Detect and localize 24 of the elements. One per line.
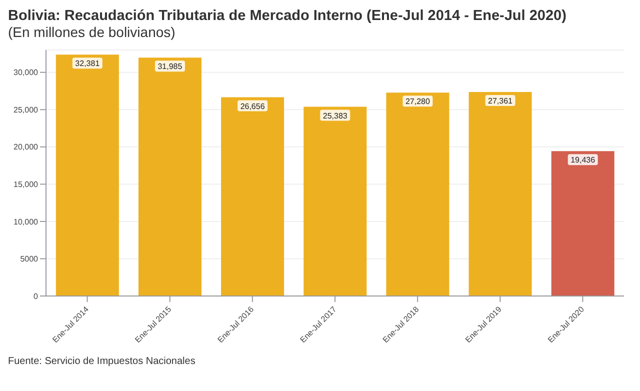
data-label: 32,381: [75, 59, 100, 68]
data-label: 31,985: [158, 62, 183, 72]
y-tick-label: 30,000: [14, 68, 39, 78]
data-label: 25,383: [322, 111, 348, 120]
data-label: 19,436: [570, 156, 596, 165]
data-label: 27,280: [405, 97, 430, 106]
bar: [138, 58, 202, 296]
bar: [386, 92, 450, 296]
bar: [221, 97, 284, 296]
y-tick-label: 10,000: [14, 217, 39, 226]
bar: [304, 106, 367, 296]
bar: [56, 54, 119, 296]
bar: [468, 92, 532, 296]
y-tick-label: 20,000: [14, 142, 39, 152]
source-note: Fuente: Servicio de Impuestos Nacionales: [8, 356, 196, 367]
y-tick-label: 5000: [20, 254, 39, 264]
chart-title: Bolivia: Recaudación Tributaria de Mercado Interno (Ene-Jul 2014 - Ene-Jul 2020): [8, 8, 568, 24]
y-tick-label: 15,000: [14, 180, 39, 190]
chart-subtitle: (En millones de bolivianos): [8, 24, 176, 40]
y-tick-label: 0: [34, 292, 39, 301]
y-tick-label: 25,000: [14, 105, 39, 114]
bar: [551, 151, 614, 296]
data-label: 27,361: [488, 96, 514, 106]
data-label: 26,656: [240, 102, 266, 111]
